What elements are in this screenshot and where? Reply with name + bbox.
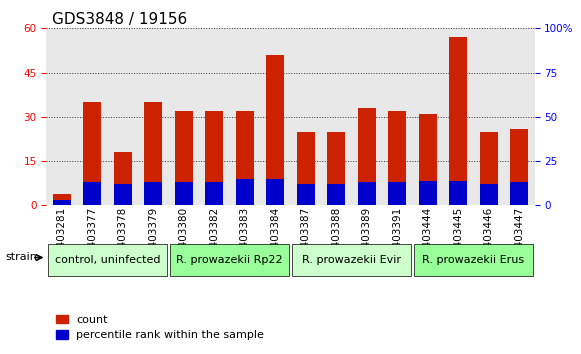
- Bar: [418, 114, 437, 205]
- Text: GSM403378: GSM403378: [118, 207, 128, 270]
- Bar: [510, 129, 529, 205]
- Bar: [205, 182, 223, 205]
- Bar: [266, 55, 285, 205]
- Bar: [449, 181, 467, 205]
- Bar: [144, 182, 163, 205]
- FancyBboxPatch shape: [414, 244, 533, 276]
- FancyBboxPatch shape: [48, 244, 167, 276]
- Text: GSM403281: GSM403281: [57, 207, 67, 270]
- Text: GSM403447: GSM403447: [514, 207, 524, 270]
- Text: control, uninfected: control, uninfected: [55, 255, 160, 265]
- Text: GSM403383: GSM403383: [240, 207, 250, 270]
- FancyBboxPatch shape: [292, 244, 411, 276]
- Bar: [357, 108, 376, 205]
- Bar: [266, 179, 285, 205]
- Bar: [175, 182, 193, 205]
- Text: GDS3848 / 19156: GDS3848 / 19156: [52, 12, 188, 27]
- Bar: [297, 132, 315, 205]
- Text: GSM403446: GSM403446: [484, 207, 494, 270]
- Bar: [388, 111, 406, 205]
- Bar: [327, 184, 345, 205]
- Bar: [297, 184, 315, 205]
- Bar: [114, 152, 132, 205]
- Bar: [236, 179, 254, 205]
- Text: GSM403445: GSM403445: [453, 207, 463, 270]
- Text: GSM403384: GSM403384: [270, 207, 280, 270]
- Bar: [418, 181, 437, 205]
- Text: GSM403382: GSM403382: [209, 207, 219, 270]
- Text: GSM403379: GSM403379: [148, 207, 158, 270]
- Text: GSM403387: GSM403387: [301, 207, 311, 270]
- Text: R. prowazekii Evir: R. prowazekii Evir: [302, 255, 401, 265]
- Bar: [479, 132, 498, 205]
- Bar: [144, 102, 163, 205]
- Bar: [357, 182, 376, 205]
- Text: strain: strain: [6, 252, 38, 262]
- Text: GSM403388: GSM403388: [331, 207, 341, 270]
- Bar: [388, 182, 406, 205]
- Bar: [114, 184, 132, 205]
- Legend: count, percentile rank within the sample: count, percentile rank within the sample: [52, 310, 269, 345]
- Text: R. prowazekii Erus: R. prowazekii Erus: [422, 255, 525, 265]
- Text: GSM403391: GSM403391: [392, 207, 402, 270]
- Text: GSM403444: GSM403444: [423, 207, 433, 270]
- Bar: [449, 37, 467, 205]
- Bar: [83, 182, 101, 205]
- Bar: [205, 111, 223, 205]
- Bar: [53, 200, 71, 205]
- Bar: [83, 102, 101, 205]
- Text: GSM403380: GSM403380: [179, 207, 189, 270]
- Text: GSM403389: GSM403389: [362, 207, 372, 270]
- Bar: [327, 132, 345, 205]
- Text: GSM403377: GSM403377: [87, 207, 97, 270]
- Bar: [510, 182, 529, 205]
- Bar: [53, 194, 71, 205]
- Bar: [175, 111, 193, 205]
- Bar: [479, 184, 498, 205]
- Bar: [236, 111, 254, 205]
- Text: R. prowazekii Rp22: R. prowazekii Rp22: [176, 255, 283, 265]
- FancyBboxPatch shape: [170, 244, 289, 276]
